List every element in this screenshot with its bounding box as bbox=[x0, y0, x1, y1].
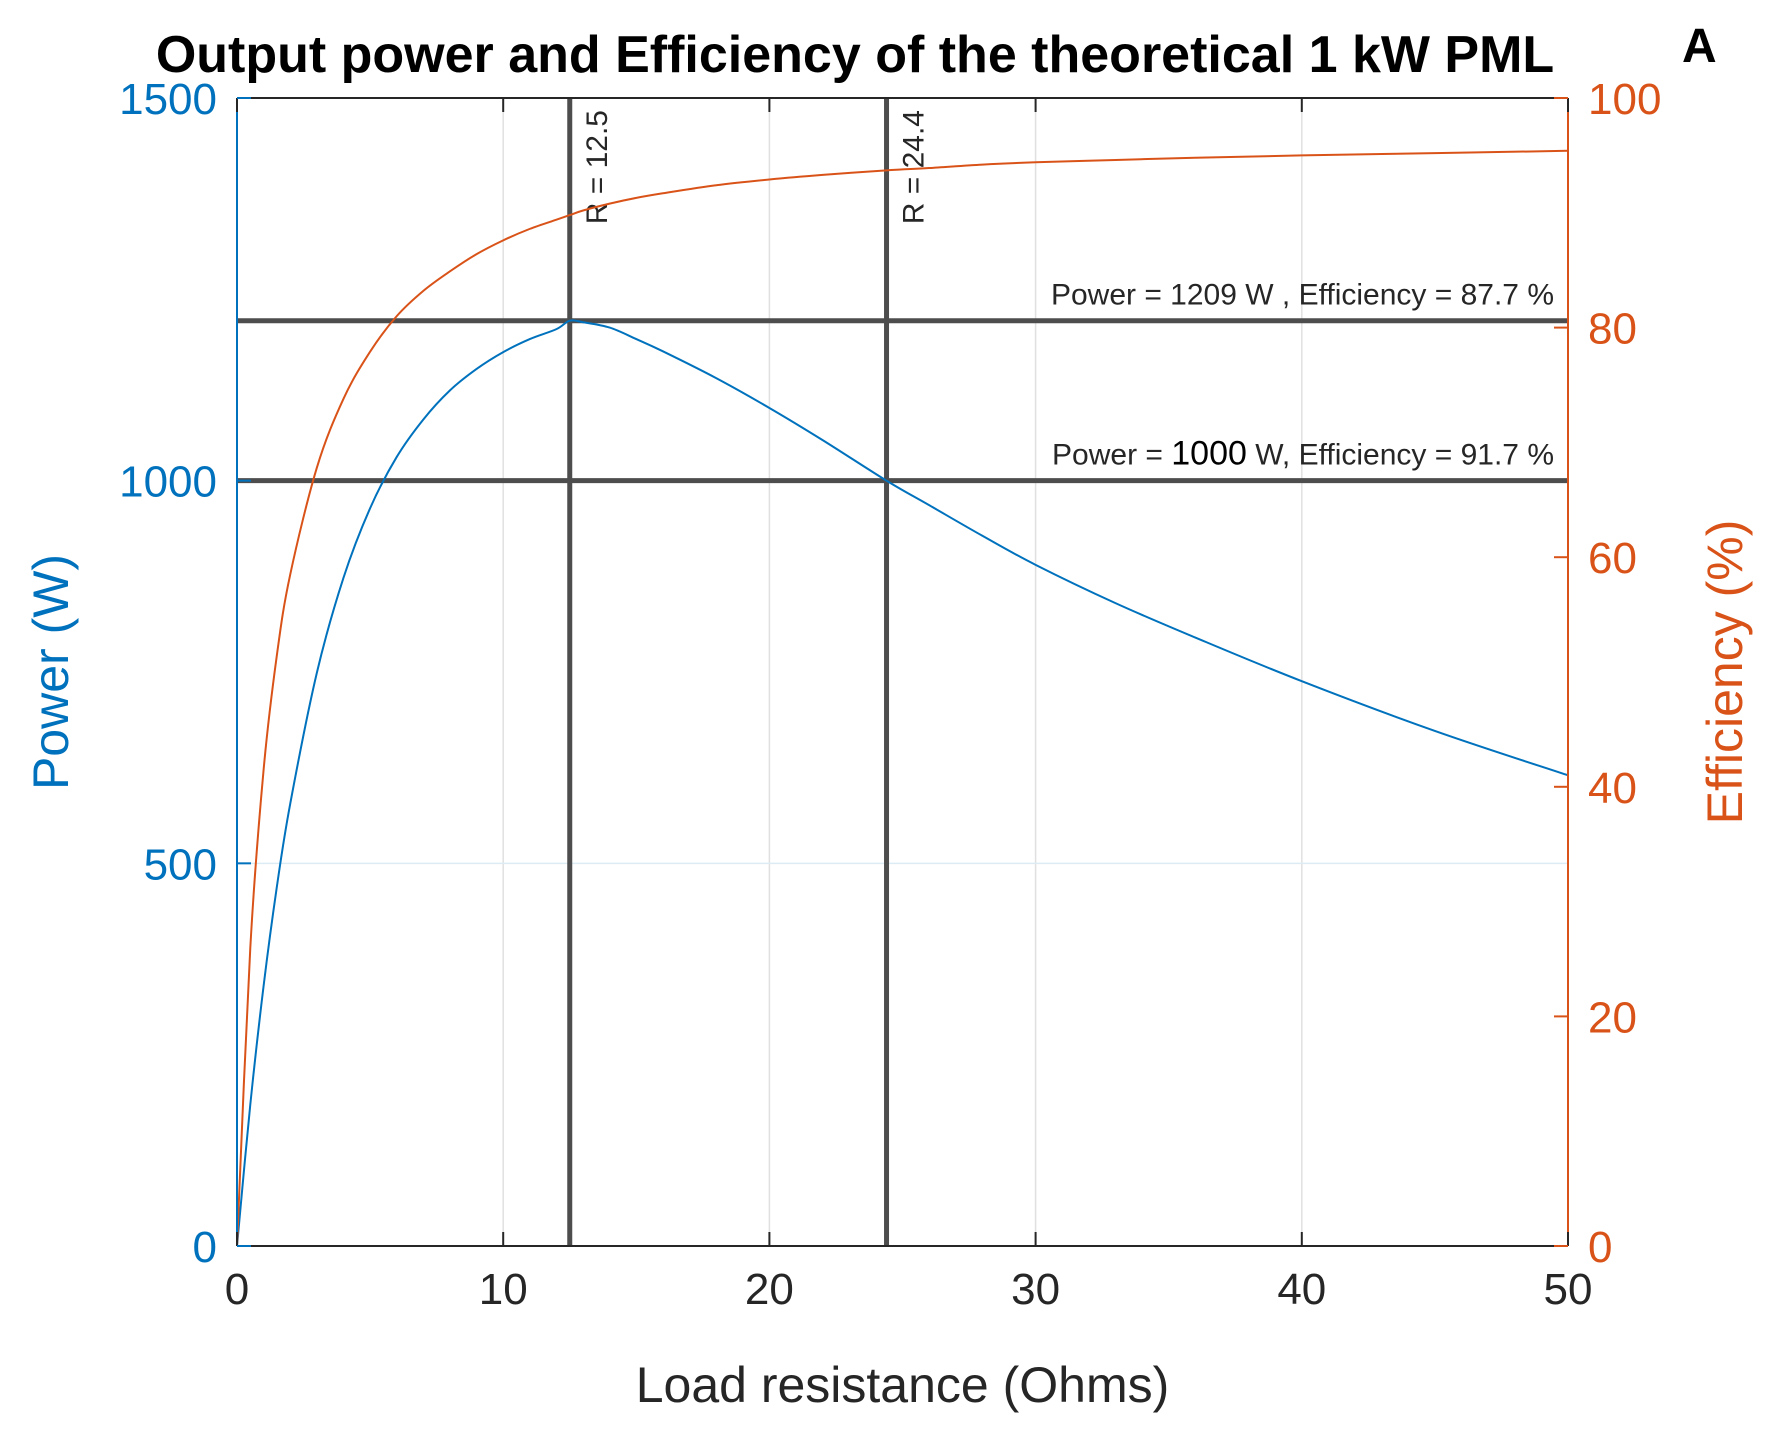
x-tick-label: 0 bbox=[225, 1265, 249, 1314]
x-tick-label: 50 bbox=[1544, 1265, 1593, 1314]
x-tick-label: 30 bbox=[1011, 1265, 1060, 1314]
y-right-axis-label: Efficiency (%) bbox=[1697, 520, 1753, 825]
x-tick-label: 20 bbox=[745, 1265, 794, 1314]
y-left-tick-label: 0 bbox=[193, 1223, 217, 1272]
y-left-tick-label: 500 bbox=[144, 840, 217, 889]
plot-area: R = 12.5 R = 24.4 Power = 1209 W , Efficie… bbox=[119, 75, 1661, 1314]
vertical-reference-label: R = 24.4 bbox=[898, 110, 931, 224]
vertical-reference-label: R = 12.5 bbox=[581, 110, 614, 224]
y-right-tick-label: 20 bbox=[1588, 993, 1637, 1042]
power-series-line bbox=[236, 319, 1569, 1247]
x-tick-label: 10 bbox=[479, 1265, 528, 1314]
chart-title: Output power and Efficiency of the theor… bbox=[156, 26, 1554, 84]
reference-label-value: 1000 bbox=[1171, 435, 1247, 473]
panel-label: A bbox=[1682, 20, 1717, 73]
y-left-tick-label: 1000 bbox=[119, 458, 217, 507]
efficiency-series-line bbox=[236, 149, 1569, 1247]
y-left-axis-label: Power (W) bbox=[23, 554, 79, 790]
x-axis-label: Load resistance (Ohms) bbox=[636, 1357, 1170, 1413]
y-left-tick-label: 1500 bbox=[119, 75, 217, 124]
y-right-tick-label: 0 bbox=[1588, 1223, 1612, 1272]
y-right-tick-label: 60 bbox=[1588, 534, 1637, 583]
y-right-tick-label: 80 bbox=[1588, 305, 1637, 354]
horizontal-reference-label: Power = 1209 W , Efficiency = 87.7 % bbox=[1051, 279, 1554, 312]
plot-background bbox=[237, 98, 1568, 1246]
x-tick-label: 40 bbox=[1277, 1265, 1326, 1314]
horizontal-reference-label: Power = 1000 W, Efficiency = 91.7 % bbox=[1052, 435, 1554, 473]
reference-label-prefix: Power = bbox=[1052, 439, 1171, 472]
y-right-tick-label: 40 bbox=[1588, 764, 1637, 813]
reference-label-suffix: W, Efficiency = 91.7 % bbox=[1247, 439, 1554, 472]
y-right-tick-label: 100 bbox=[1588, 75, 1661, 124]
